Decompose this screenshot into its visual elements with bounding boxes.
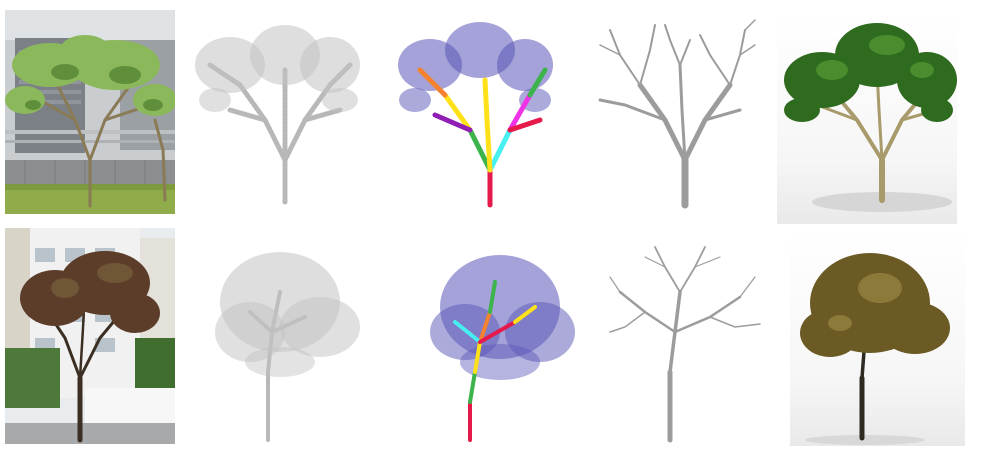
branch-skeleton-frangipani xyxy=(590,10,760,214)
segmented-point-cloud-street-tree-drawing xyxy=(430,255,575,442)
branch-skeleton-frangipani-drawing xyxy=(598,19,756,209)
photo-street-tree xyxy=(5,228,175,444)
photo-frangipani-image xyxy=(5,10,175,214)
textured-render-street-tree-drawing xyxy=(800,253,950,445)
segmented-point-cloud-street-tree xyxy=(420,232,580,446)
point-cloud-frangipani-drawing xyxy=(195,25,360,205)
branch-skeleton-street-tree-drawing xyxy=(609,246,761,443)
textured-render-frangipani-drawing xyxy=(784,23,957,212)
textured-render-frangipani xyxy=(777,10,957,224)
point-cloud-street-tree-drawing xyxy=(215,252,360,442)
segmented-point-cloud-frangipani-drawing xyxy=(398,22,553,208)
segmented-point-cloud-frangipani xyxy=(395,10,555,214)
photo-frangipani xyxy=(5,10,175,214)
textured-render-street-tree xyxy=(790,228,965,446)
point-cloud-street-tree xyxy=(210,232,380,446)
photo-street-tree-image xyxy=(5,228,175,444)
point-cloud-frangipani xyxy=(190,10,360,214)
branch-skeleton-street-tree xyxy=(605,232,770,446)
